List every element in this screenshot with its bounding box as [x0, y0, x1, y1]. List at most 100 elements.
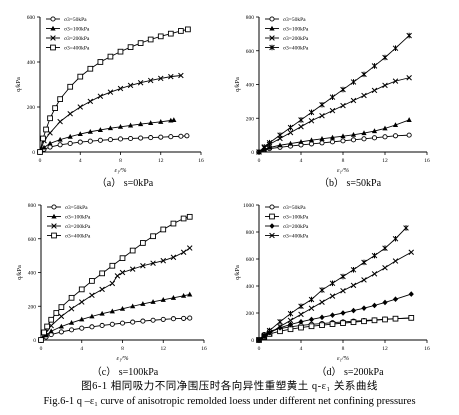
data-point: [109, 280, 116, 287]
data-point: [58, 323, 64, 329]
data-point: [329, 312, 336, 318]
y-tick-label: 0: [251, 338, 254, 344]
data-point: [170, 220, 177, 227]
x-tick-label: 12: [382, 158, 388, 164]
data-point: [171, 117, 177, 123]
x-tick-label: 8: [121, 346, 124, 352]
legend-marker: [269, 44, 275, 51]
data-point: [119, 320, 126, 326]
data-point: [99, 310, 105, 316]
data-point: [392, 258, 399, 264]
data-point: [340, 287, 346, 294]
data-point: [58, 329, 64, 335]
data-point: [382, 134, 388, 140]
legend: σ3=50kPa σ3=100kPa σ3=200kPa σ3=400kPa: [265, 204, 309, 240]
data-point: [160, 297, 166, 302]
data-point: [382, 125, 388, 131]
data-point: [350, 267, 357, 273]
data-point: [117, 124, 124, 129]
data-point: [392, 133, 399, 139]
series-2: [38, 291, 193, 342]
series-line: [258, 35, 410, 153]
y-tick-label: 200: [246, 311, 255, 317]
legend-label: σ3=200kPa: [283, 36, 309, 42]
data-point: [147, 77, 154, 84]
data-point: [256, 337, 262, 343]
data-point: [140, 301, 146, 306]
x-tick-label: 4: [80, 346, 83, 352]
data-point: [403, 225, 409, 231]
legend-label: σ3=50kPa: [65, 205, 88, 211]
data-point: [97, 93, 104, 99]
data-point: [186, 245, 193, 251]
data-point: [319, 322, 325, 329]
data-point: [340, 102, 346, 109]
data-point: [298, 303, 304, 310]
y-axis-label: q/kPa: [16, 265, 23, 280]
data-point: [406, 117, 412, 122]
legend: σ3=50kPa σ3=100kPa σ3=200kPa σ3=400kPa: [265, 16, 309, 52]
data-point: [77, 73, 84, 80]
series-line: [258, 134, 410, 153]
data-point: [340, 320, 346, 326]
figure-canvas: 0 4 8 12 160200400600q/kPaε₁/%σ3=50kPaσ3=100…: [15, 15, 430, 378]
data-point: [361, 130, 367, 136]
data-point: [392, 122, 399, 127]
x-tick-label: 12: [161, 346, 167, 352]
data-point: [160, 226, 167, 233]
data-point: [99, 286, 105, 293]
data-point: [350, 79, 357, 85]
data-point: [127, 122, 134, 128]
data-point: [130, 319, 136, 325]
data-point: [340, 273, 346, 280]
data-point: [287, 317, 294, 324]
legend: σ3=50kPa σ3=100kPa σ3=200kPa σ3=400kPa: [46, 16, 90, 52]
data-point: [89, 324, 95, 330]
data-point: [170, 254, 177, 261]
y-tick-label: 600: [246, 257, 255, 263]
data-point: [371, 135, 378, 141]
data-point: [382, 82, 388, 89]
series-3: [37, 72, 184, 155]
data-point: [87, 138, 93, 144]
data-point: [392, 45, 399, 52]
data-point: [319, 136, 325, 141]
data-point: [350, 97, 357, 104]
y-axis-label: q/kPa: [234, 265, 241, 280]
legend-marker: [269, 213, 275, 220]
data-point: [187, 291, 193, 297]
data-point: [57, 96, 63, 102]
data-point: [99, 322, 105, 329]
data-point: [308, 305, 315, 312]
y-tick-label: 0: [32, 150, 35, 156]
data-point: [256, 149, 262, 155]
data-point: [361, 318, 367, 325]
data-point: [350, 137, 357, 143]
data-point: [89, 292, 95, 299]
data-point: [47, 144, 53, 150]
data-point: [392, 296, 399, 303]
data-point: [107, 125, 114, 131]
data-point: [119, 255, 126, 262]
data-point: [117, 85, 124, 92]
data-point: [89, 313, 95, 319]
y-tick-label: 200: [246, 116, 255, 122]
data-point: [287, 129, 294, 136]
legend-marker: [50, 44, 56, 51]
legend-marker: [269, 204, 275, 210]
data-point: [67, 83, 74, 90]
x-tick-label: 16: [198, 158, 204, 164]
data-point: [187, 315, 193, 321]
data-point: [87, 98, 94, 105]
data-point: [168, 134, 174, 140]
data-point: [148, 135, 154, 141]
x-tick-label: 16: [424, 346, 430, 352]
series-4: [37, 26, 191, 155]
legend-label: σ3=50kPa: [283, 17, 306, 23]
legend-marker: [269, 35, 275, 41]
panel-label: （d） s=200kPa: [316, 366, 384, 378]
data-point: [38, 337, 44, 343]
data-point: [308, 323, 315, 330]
data-point: [137, 40, 144, 46]
data-point: [382, 245, 388, 251]
